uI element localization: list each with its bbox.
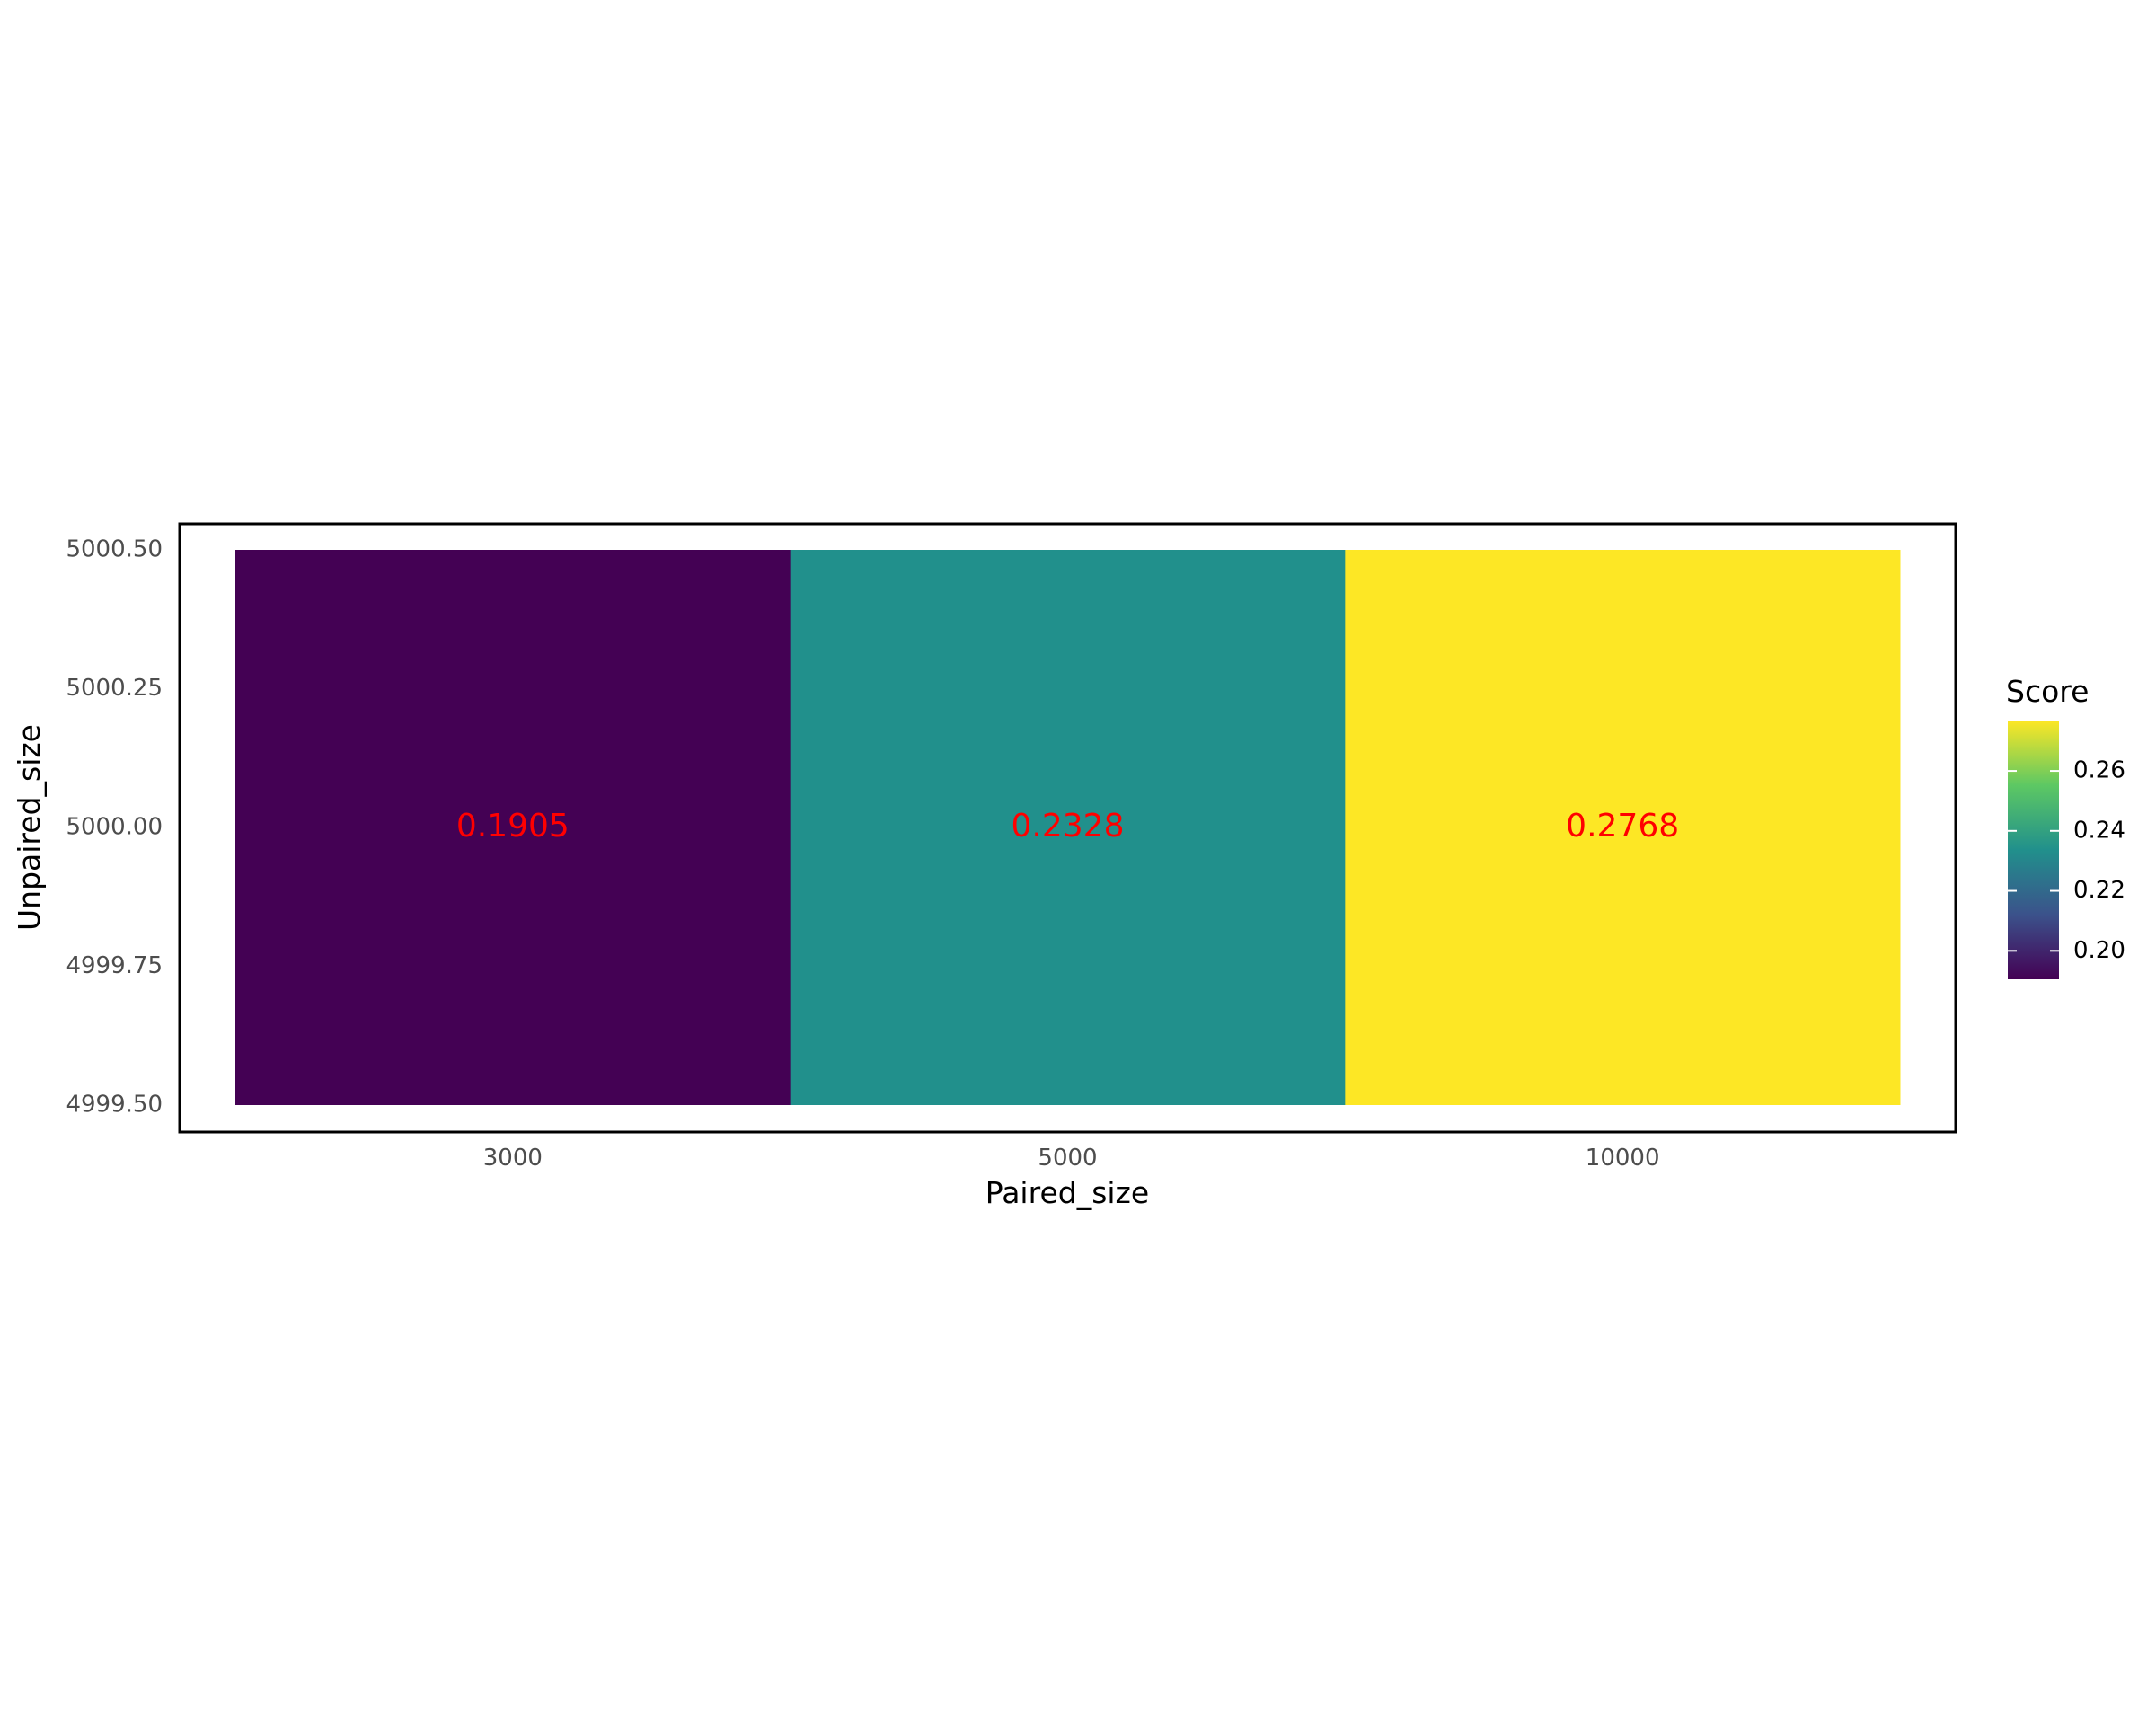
y-tick-label: 5000.00	[66, 814, 163, 841]
x-tick-label: 3000	[483, 1145, 543, 1172]
cell-label-3000: 0.1905	[456, 808, 570, 845]
legend-ticks	[2008, 770, 2059, 952]
legend-title: Score	[2006, 674, 2089, 709]
legend: Score 0.20 0.22 0.24 0.26	[2006, 674, 2125, 979]
cell-label-10000: 0.2768	[1566, 808, 1679, 845]
legend-tick-label: 0.22	[2073, 877, 2125, 904]
x-axis-ticks: 3000 5000 10000	[483, 1145, 1660, 1172]
legend-tick-label: 0.20	[2073, 937, 2125, 964]
cell-label-5000: 0.2328	[1012, 808, 1125, 845]
y-tick-label: 5000.25	[66, 675, 163, 702]
legend-colorbar	[2008, 721, 2059, 979]
heatmap-cell-labels: 0.1905 0.2328 0.2768	[456, 808, 1679, 845]
panel-border	[178, 522, 1957, 1134]
y-axis-ticks: 4999.50 4999.75 5000.00 5000.25 5000.50	[66, 536, 163, 1119]
heatmap-cell-5000	[790, 550, 1346, 1105]
x-tick-label: 10000	[1586, 1145, 1660, 1172]
legend-tick-label: 0.24	[2073, 817, 2125, 844]
x-axis-title: Paired_size	[985, 1175, 1149, 1210]
heatmap-cell-10000	[1345, 550, 1901, 1105]
y-axis-title: Unpaired_size	[12, 724, 47, 931]
legend-tick-label: 0.26	[2073, 757, 2125, 784]
heatmap-cells	[235, 550, 1901, 1105]
y-tick-label: 4999.50	[66, 1092, 163, 1119]
x-tick-label: 5000	[1038, 1145, 1097, 1172]
heatmap-cell-3000	[235, 550, 791, 1105]
y-tick-label: 4999.75	[66, 952, 163, 979]
y-tick-label: 5000.50	[66, 536, 163, 563]
